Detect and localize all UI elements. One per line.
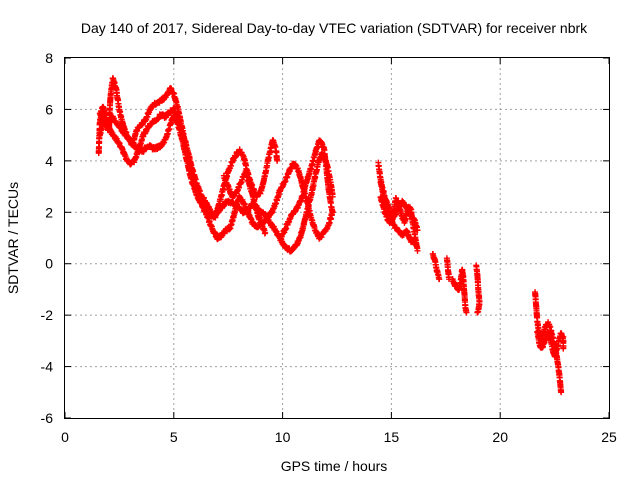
- data-point: [414, 227, 421, 234]
- y-axis-label: SDTVAR / TECUs: [5, 182, 21, 294]
- data-point: [558, 389, 565, 396]
- y-tick-label: 8: [45, 50, 53, 66]
- x-tick-label: 15: [384, 429, 400, 445]
- data-point: [329, 209, 336, 216]
- chart-title: Day 140 of 2017, Sidereal Day-to-day VTE…: [81, 20, 588, 36]
- data-point: [474, 309, 481, 316]
- data-point: [274, 157, 281, 164]
- data-point: [560, 345, 567, 352]
- y-tick-label: -4: [41, 359, 54, 375]
- data-point: [262, 229, 269, 236]
- data-point: [463, 309, 470, 316]
- data-point: [412, 240, 419, 247]
- data-points: [95, 75, 567, 396]
- x-tick-label: 20: [492, 429, 508, 445]
- y-tick-label: 2: [45, 204, 53, 220]
- x-tick-label: 5: [170, 429, 178, 445]
- y-tick-label: 0: [45, 256, 53, 272]
- x-tick-label: 25: [601, 429, 617, 445]
- y-tick-label: 6: [45, 101, 53, 117]
- data-point: [436, 276, 443, 283]
- x-tick-label: 10: [275, 429, 291, 445]
- x-axis-label: GPS time / hours: [281, 458, 388, 474]
- x-tick-label: 0: [61, 429, 69, 445]
- x-tick-labels: 0 5 10 15 20 25: [61, 429, 617, 445]
- y-tick-label: -6: [41, 410, 54, 426]
- grid-lines: [65, 58, 609, 418]
- y-tick-labels: -6 -4 -2 0 2 4 6 8: [41, 50, 54, 426]
- axis-ticks: [64, 57, 610, 419]
- data-point: [414, 247, 421, 254]
- plot-frame: [64, 57, 610, 419]
- y-tick-label: -2: [41, 307, 54, 323]
- y-tick-label: 4: [45, 153, 53, 169]
